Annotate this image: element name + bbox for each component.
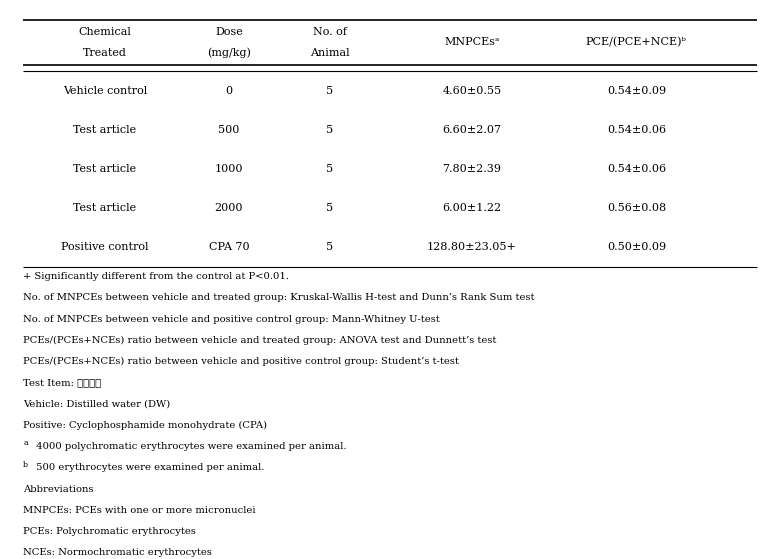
Text: 7.80±2.39: 7.80±2.39 <box>442 164 501 174</box>
Text: 5: 5 <box>326 125 334 135</box>
Text: Chemical: Chemical <box>78 27 131 37</box>
Text: 128.80±23.05+: 128.80±23.05+ <box>427 242 517 252</box>
Text: 6.60±2.07: 6.60±2.07 <box>442 125 501 135</box>
Text: Abbreviations: Abbreviations <box>23 485 94 494</box>
Text: No. of MNPCEs between vehicle and treated group: Kruskal-Wallis H-test and Dunn’: No. of MNPCEs between vehicle and treate… <box>23 293 535 302</box>
Text: 0.56±0.08: 0.56±0.08 <box>607 203 666 213</box>
Text: MNPCEs: PCEs with one or more micronuclei: MNPCEs: PCEs with one or more micronucle… <box>23 506 256 515</box>
Text: a: a <box>23 439 28 447</box>
Text: 0.54±0.06: 0.54±0.06 <box>607 125 666 135</box>
Text: 0.54±0.09: 0.54±0.09 <box>607 86 666 96</box>
Text: + Significantly different from the control at P<0.01.: + Significantly different from the contr… <box>23 272 289 281</box>
Text: 2000: 2000 <box>215 203 243 213</box>
Text: PCE/(PCE+NCE)ᵇ: PCE/(PCE+NCE)ᵇ <box>586 37 687 48</box>
Text: NCEs: Normochromatic erythrocytes: NCEs: Normochromatic erythrocytes <box>23 548 212 557</box>
Text: 0.50±0.09: 0.50±0.09 <box>607 242 666 252</box>
Text: Treated: Treated <box>83 48 126 58</box>
Text: b: b <box>23 461 28 468</box>
Text: No. of: No. of <box>313 27 347 37</box>
Text: 500: 500 <box>218 125 240 135</box>
Text: CPA 70: CPA 70 <box>209 242 249 252</box>
Text: Test article: Test article <box>73 125 137 135</box>
Text: PCEs/(PCEs+NCEs) ratio between vehicle and treated group: ANOVA test and Dunnett: PCEs/(PCEs+NCEs) ratio between vehicle a… <box>23 336 497 345</box>
Text: 6.00±1.22: 6.00±1.22 <box>442 203 501 213</box>
Text: Test Item: 세신분말: Test Item: 세신분말 <box>23 378 102 387</box>
Text: 5: 5 <box>326 86 334 96</box>
Text: MNPCEsᵃ: MNPCEsᵃ <box>444 37 500 48</box>
Text: 0: 0 <box>225 86 233 96</box>
Text: Vehicle control: Vehicle control <box>63 86 147 96</box>
Text: Positive: Cyclophosphamide monohydrate (CPA): Positive: Cyclophosphamide monohydrate (… <box>23 421 268 430</box>
Text: Dose: Dose <box>215 27 243 37</box>
Text: (mg/kg): (mg/kg) <box>207 48 251 58</box>
Text: 4000 polychromatic erythrocytes were examined per animal.: 4000 polychromatic erythrocytes were exa… <box>33 442 347 451</box>
Text: Vehicle: Distilled water (DW): Vehicle: Distilled water (DW) <box>23 400 171 409</box>
Text: Positive control: Positive control <box>61 242 148 252</box>
Text: 5: 5 <box>326 242 334 252</box>
Text: 1000: 1000 <box>215 164 243 174</box>
Text: Test article: Test article <box>73 164 137 174</box>
Text: No. of MNPCEs between vehicle and positive control group: Mann-Whitney U-test: No. of MNPCEs between vehicle and positi… <box>23 315 440 324</box>
Text: 4.60±0.55: 4.60±0.55 <box>442 86 501 96</box>
Text: Test article: Test article <box>73 203 137 213</box>
Text: PCEs: Polychromatic erythrocytes: PCEs: Polychromatic erythrocytes <box>23 527 196 536</box>
Text: 5: 5 <box>326 164 334 174</box>
Text: Animal: Animal <box>310 48 350 58</box>
Text: 5: 5 <box>326 203 334 213</box>
Text: PCEs/(PCEs+NCEs) ratio between vehicle and positive control group: Student’s t-t: PCEs/(PCEs+NCEs) ratio between vehicle a… <box>23 357 459 366</box>
Text: 500 erythrocytes were examined per animal.: 500 erythrocytes were examined per anima… <box>33 463 265 472</box>
Text: 0.54±0.06: 0.54±0.06 <box>607 164 666 174</box>
